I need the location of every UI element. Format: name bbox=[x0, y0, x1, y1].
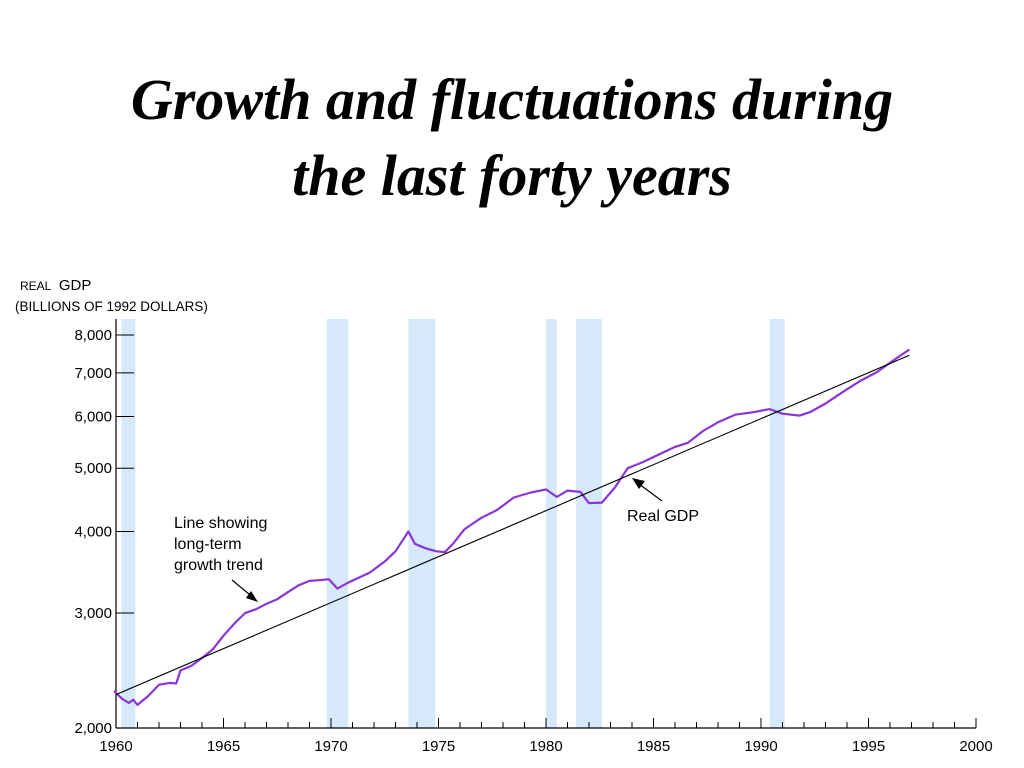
real-gdp-label: Real GDP bbox=[627, 508, 699, 525]
y-tick-label-2000: 2,000 bbox=[74, 720, 112, 737]
series bbox=[113, 348, 911, 707]
x-tick-label-1965: 1965 bbox=[207, 738, 240, 755]
recession-band-2 bbox=[326, 319, 349, 728]
recession-band-6 bbox=[769, 319, 785, 728]
x-tick-label-1980: 1980 bbox=[529, 738, 562, 755]
y-tick-label-6000: 6,000 bbox=[74, 409, 112, 426]
real-gdp-arrowhead bbox=[632, 478, 645, 489]
y-ticks: 2,000 3,000 4,000 5,000 6,000 7,000 8,000 bbox=[74, 327, 134, 737]
y-axis-label-big: GDP bbox=[59, 277, 92, 294]
recession-band-3 bbox=[408, 319, 436, 728]
x-tick-label-2000: 2000 bbox=[959, 738, 992, 755]
recession-bands bbox=[121, 319, 785, 728]
x-tick-label-1975: 1975 bbox=[422, 738, 455, 755]
slide-title: Growth and fluctuations during the last … bbox=[0, 62, 1024, 214]
x-tick-label-1985: 1985 bbox=[637, 738, 670, 755]
recession-band-4 bbox=[546, 319, 557, 728]
trend-line bbox=[115, 354, 910, 696]
trend-label-line-1: Line showing bbox=[174, 515, 267, 532]
x-ticks: 1960 1965 1970 1975 1980 1985 1990 1995 2000 bbox=[99, 718, 993, 755]
x-tick-label-1995: 1995 bbox=[852, 738, 885, 755]
y-axis-label: REAL GDP bbox=[20, 277, 91, 294]
x-tick-label-1970: 1970 bbox=[314, 738, 347, 755]
title-line-2: the last forty years bbox=[292, 143, 732, 208]
annotation-trend-line: Line showing long-term growth trend bbox=[174, 515, 267, 602]
recession-band-1 bbox=[121, 319, 136, 728]
trend-label-line-3: growth trend bbox=[174, 557, 263, 574]
y-tick-label-3000: 3,000 bbox=[74, 605, 112, 622]
recession-band-5 bbox=[576, 319, 602, 728]
y-axis-units: (BILLIONS OF 1992 DOLLARS) bbox=[15, 299, 208, 314]
title-line-1: Growth and fluctuations during bbox=[130, 67, 894, 132]
y-tick-label-7000: 7,000 bbox=[74, 365, 112, 382]
trend-arrowhead bbox=[246, 591, 258, 602]
x-tick-label-1990: 1990 bbox=[744, 738, 777, 755]
trend-label-line-2: long-term bbox=[174, 536, 242, 553]
y-tick-label-8000: 8,000 bbox=[74, 327, 112, 344]
annotation-real-gdp: Real GDP bbox=[627, 478, 699, 525]
x-tick-label-1960: 1960 bbox=[99, 738, 132, 755]
y-tick-label-4000: 4,000 bbox=[74, 524, 112, 541]
y-tick-label-5000: 5,000 bbox=[74, 460, 112, 477]
y-axis-label-small: REAL bbox=[20, 279, 52, 293]
